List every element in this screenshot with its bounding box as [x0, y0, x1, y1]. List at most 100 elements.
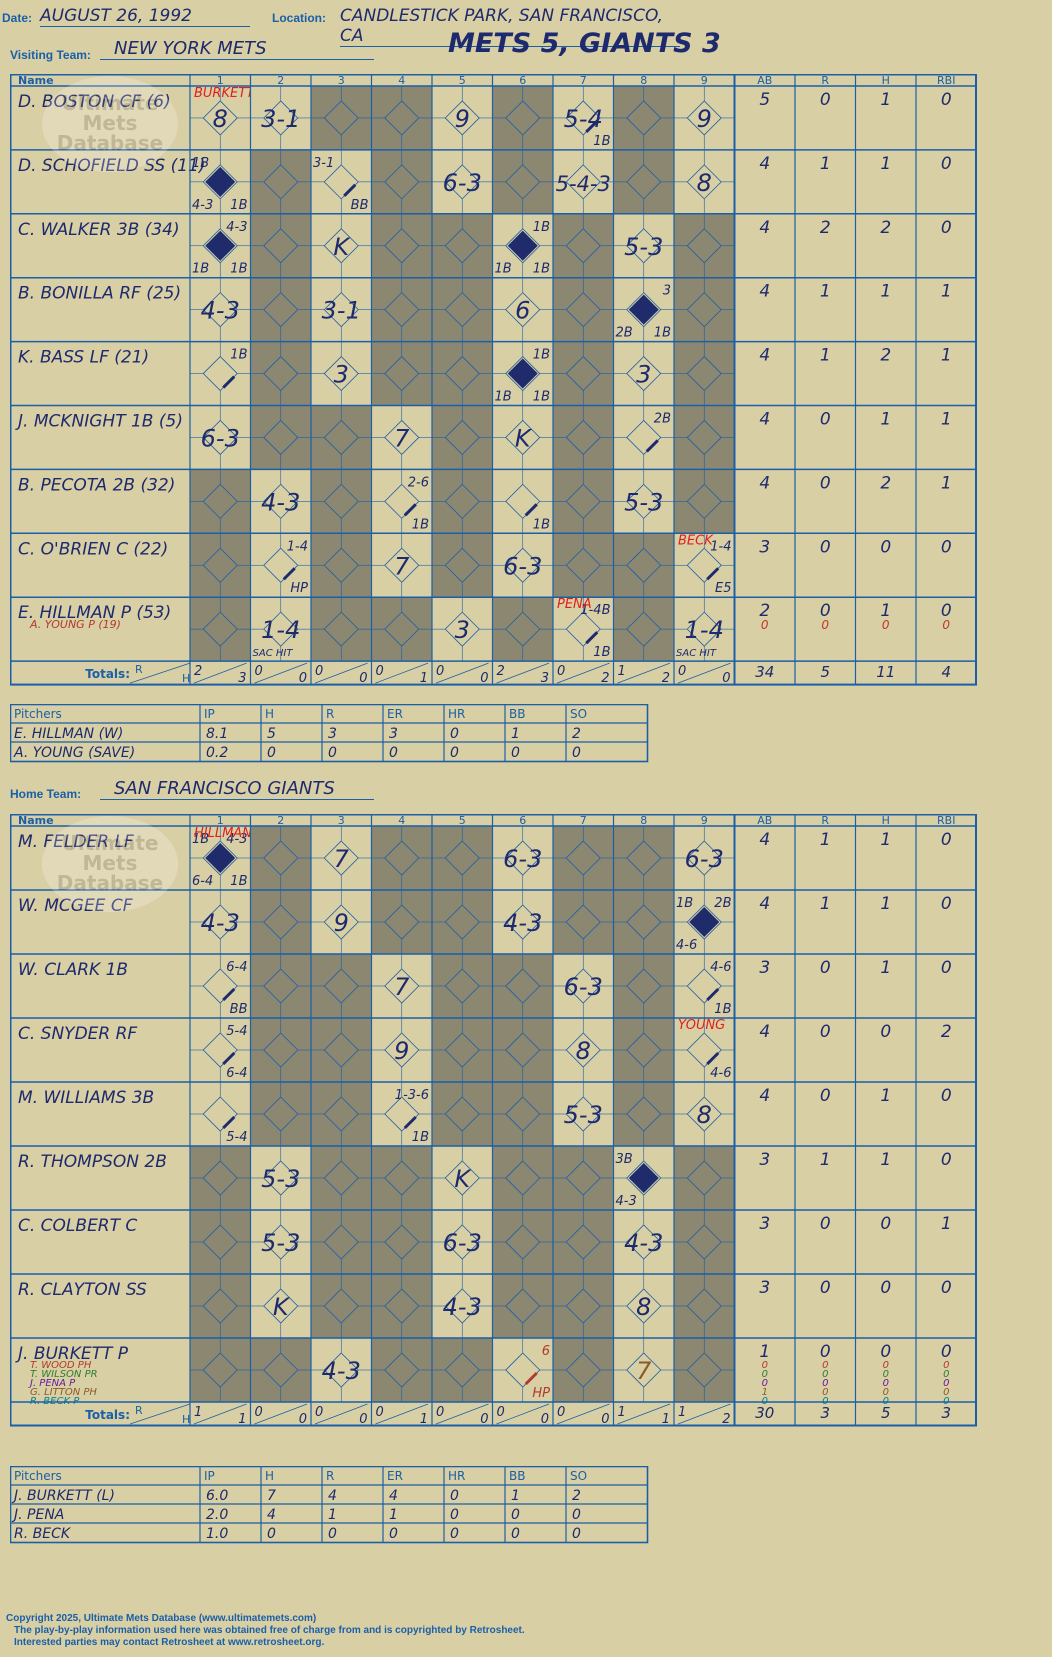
play-result: 4-3: [201, 909, 240, 937]
play-note: 5-4: [226, 1024, 247, 1039]
game-result-headline: METS 5, GIANTS 3: [448, 28, 721, 59]
base-diamond: [444, 164, 480, 200]
base-diamond: [565, 164, 601, 200]
substitute-stat: 0: [822, 1378, 828, 1389]
substitute-stat: 0: [762, 1360, 768, 1371]
play-result: 3: [636, 361, 651, 389]
visiting-team-label: Visiting Team:: [10, 48, 91, 62]
base-diamond: [444, 1160, 480, 1196]
basepath-line: [585, 631, 599, 645]
base-diamond: [202, 1224, 238, 1260]
inning-hits: 3: [238, 671, 246, 686]
player-stat: 1: [880, 830, 891, 850]
base-diamond: [565, 355, 601, 392]
base-diamond: [263, 228, 299, 264]
play-result: 3-1: [261, 105, 300, 133]
play-result: K: [454, 1165, 472, 1193]
inning-header: 6: [519, 74, 526, 87]
player-stat: 5: [759, 90, 770, 110]
rh-divider: [435, 1403, 489, 1425]
base-diamond: [263, 1160, 299, 1196]
player-stat: 0: [820, 473, 831, 493]
rh-divider: [677, 1403, 731, 1425]
player-row: 1-4 SAC HIT 3 1-4B 1B PENA 1-4 SAC HIT E. HILLMA…: [18, 597, 952, 662]
base-diamond: [565, 1032, 601, 1068]
play-result: 6-3: [201, 424, 240, 452]
base-diamond: [565, 968, 601, 1004]
substitute-stat: 0: [943, 1369, 949, 1380]
pitcher-stat: 0: [450, 726, 459, 742]
play-result: 7: [334, 845, 350, 873]
pitcher-stat: 0: [328, 745, 337, 761]
play-result: 9: [455, 105, 470, 133]
copyright-text: Copyright 2025, Ultimate Mets Database (…: [6, 1613, 317, 1624]
player-stat: 0: [941, 1086, 952, 1106]
inning-hits: 0: [359, 1412, 367, 1427]
player-stat: 1: [820, 830, 831, 850]
base-diamond: [626, 483, 662, 519]
basepath-line: [403, 1115, 417, 1130]
inning-runs: 0: [376, 664, 384, 679]
player-stat: 1: [820, 1150, 831, 1170]
rh-divider: [496, 662, 550, 684]
base-diamond: [323, 292, 359, 328]
base-diamond: [626, 611, 662, 647]
player-stat: 1: [941, 346, 952, 366]
play-result: 3: [334, 361, 349, 389]
inning-header: 4: [398, 814, 405, 827]
base-diamond: [323, 968, 359, 1004]
base-diamond: [626, 100, 662, 136]
base-diamond: [505, 355, 541, 392]
basepath-line: [222, 1115, 236, 1130]
name-column-header: Name: [18, 74, 54, 87]
total-stat: 5: [881, 1404, 891, 1422]
total-stat: 3: [941, 1404, 951, 1422]
base-diamond: [626, 1032, 662, 1068]
play-result: 6-3: [503, 552, 542, 580]
player-name: R. CLAYTON SS: [18, 1280, 147, 1300]
play-note: 2B: [714, 896, 731, 911]
base-diamond: [565, 547, 601, 583]
base-diamond: [686, 483, 722, 519]
inning-header: 6: [519, 814, 526, 827]
inning-header: 9: [701, 814, 708, 827]
play-result: 7: [394, 552, 410, 580]
substitute-stat: 0: [822, 1360, 828, 1371]
play-note: 1B: [192, 262, 209, 277]
play-note: 2-6: [408, 475, 429, 490]
basepath-line: [585, 119, 599, 134]
play-result: 6: [515, 297, 530, 325]
base-diamond: [263, 419, 299, 456]
pitcher-stat: 1: [511, 726, 520, 742]
base-diamond: [323, 1160, 359, 1196]
player-stat: 4: [759, 1086, 770, 1106]
base-diamond: [444, 611, 480, 647]
rh-divider: [314, 1403, 368, 1425]
play-note: 6-4: [192, 874, 213, 889]
base-diamond: [202, 547, 238, 583]
substitute-stat: 0: [821, 618, 829, 632]
base-diamond: [686, 611, 722, 647]
player-row: 4-3 3-1 6 3 2B 1B B. BONILLA RF (25) 4 1 1 1: [18, 277, 952, 342]
base-diamond: [323, 1352, 359, 1388]
base-diamond: [505, 1160, 541, 1196]
basepath-line: [222, 987, 236, 1002]
inning-runs: 1: [618, 664, 626, 679]
play-note: 1-4: [287, 539, 308, 554]
pitcher-stat: 4: [267, 1507, 276, 1523]
player-stat: 0: [820, 601, 831, 621]
base-diamond: [202, 1160, 238, 1196]
base-diamond: [565, 292, 601, 328]
inning-runs: 0: [557, 664, 565, 679]
game-date: AUGUST 26, 1992: [40, 6, 250, 27]
pitcher-stat: 3: [389, 726, 398, 742]
player-stat: 1: [880, 894, 891, 914]
pitcher-stat: 0: [511, 1507, 520, 1523]
base-diamond: [686, 164, 722, 200]
inning-header: 5: [459, 74, 466, 87]
play-note: 4-3: [616, 1194, 637, 1209]
base-diamond: [505, 904, 541, 940]
player-row: 6-3 7 K 2B J. MCKNIGHT 1B (5) 4 0 1 1: [15, 405, 952, 470]
run-scored-diamond: [689, 907, 720, 937]
